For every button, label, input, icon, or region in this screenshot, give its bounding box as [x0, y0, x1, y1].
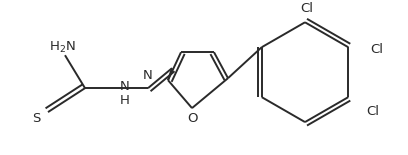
- Text: O: O: [188, 112, 198, 125]
- Text: N: N: [120, 80, 130, 93]
- Text: Cl: Cl: [301, 2, 313, 15]
- Text: S: S: [32, 112, 40, 125]
- Text: Cl: Cl: [366, 105, 379, 118]
- Text: N: N: [143, 69, 153, 82]
- Text: H$_2$N: H$_2$N: [49, 40, 75, 55]
- Text: Cl: Cl: [370, 43, 383, 56]
- Text: H: H: [120, 94, 130, 107]
